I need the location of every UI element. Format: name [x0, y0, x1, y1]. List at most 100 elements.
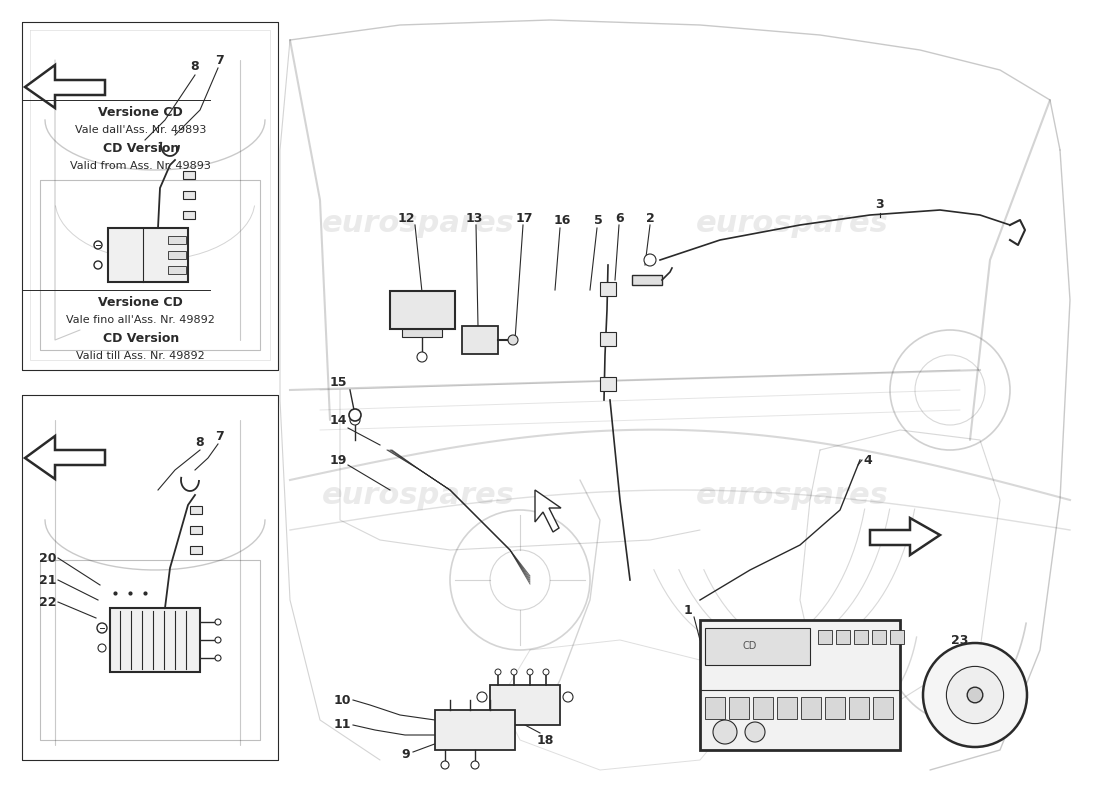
Text: Versione CD: Versione CD: [98, 106, 184, 119]
Polygon shape: [870, 518, 940, 555]
Text: 6: 6: [616, 211, 625, 225]
Bar: [402, 329, 442, 337]
Circle shape: [97, 623, 107, 633]
Bar: [890, 630, 904, 644]
Text: eurospares: eurospares: [695, 210, 889, 238]
Text: 10: 10: [333, 694, 351, 706]
Text: Valid till Ass. Nr. 49892: Valid till Ass. Nr. 49892: [76, 351, 206, 361]
Circle shape: [713, 720, 737, 744]
Circle shape: [477, 692, 487, 702]
Bar: [600, 282, 616, 296]
Circle shape: [923, 643, 1027, 747]
Circle shape: [527, 669, 534, 675]
Text: 4: 4: [864, 454, 872, 466]
Circle shape: [349, 409, 361, 421]
Bar: [854, 630, 868, 644]
Bar: [490, 685, 560, 725]
Circle shape: [508, 335, 518, 345]
Bar: [434, 710, 515, 750]
Polygon shape: [25, 65, 104, 108]
Bar: [801, 697, 821, 719]
Bar: [183, 191, 195, 199]
Text: 3: 3: [876, 198, 884, 211]
Text: 11: 11: [333, 718, 351, 731]
Text: 7: 7: [216, 54, 224, 66]
Text: 12: 12: [397, 211, 415, 225]
Circle shape: [946, 666, 1003, 723]
Circle shape: [543, 669, 549, 675]
Bar: [632, 275, 662, 285]
Text: 22: 22: [40, 595, 57, 609]
Text: 8: 8: [196, 435, 205, 449]
Bar: [183, 171, 195, 179]
Bar: [190, 506, 202, 514]
Circle shape: [214, 637, 221, 643]
Bar: [818, 630, 832, 644]
Bar: [754, 697, 773, 719]
Text: CD Version: CD Version: [102, 331, 179, 345]
Text: eurospares: eurospares: [695, 482, 889, 510]
Text: 21: 21: [40, 574, 57, 586]
Bar: [168, 266, 186, 274]
Bar: [872, 630, 886, 644]
Text: 1: 1: [683, 603, 692, 617]
Text: 20: 20: [40, 551, 57, 565]
Bar: [825, 697, 845, 719]
Text: 8: 8: [190, 61, 199, 74]
Bar: [729, 697, 749, 719]
Text: Vale dall'Ass. Nr. 49893: Vale dall'Ass. Nr. 49893: [75, 126, 207, 135]
Bar: [390, 291, 455, 329]
Text: Valid from Ass. Nr. 49893: Valid from Ass. Nr. 49893: [70, 162, 211, 171]
Bar: [462, 326, 498, 354]
Polygon shape: [535, 490, 561, 532]
Text: 5: 5: [594, 214, 603, 226]
Text: 14: 14: [329, 414, 346, 426]
Circle shape: [417, 352, 427, 362]
Polygon shape: [25, 436, 104, 479]
Bar: [190, 546, 202, 554]
Circle shape: [471, 761, 478, 769]
Text: 7: 7: [216, 430, 224, 442]
Bar: [168, 251, 186, 259]
Text: CD: CD: [742, 641, 757, 651]
Text: 23: 23: [952, 634, 969, 646]
Circle shape: [441, 761, 449, 769]
Bar: [777, 697, 797, 719]
Circle shape: [644, 254, 656, 266]
Circle shape: [745, 722, 764, 742]
Text: 2: 2: [646, 211, 654, 225]
Text: 13: 13: [465, 211, 483, 225]
Bar: [168, 236, 186, 244]
Polygon shape: [705, 628, 810, 665]
Polygon shape: [108, 228, 188, 282]
Polygon shape: [700, 620, 900, 750]
Text: 19: 19: [329, 454, 346, 466]
Bar: [190, 526, 202, 534]
Text: 9: 9: [402, 749, 410, 762]
Text: Versione CD: Versione CD: [98, 295, 184, 309]
Circle shape: [214, 655, 221, 661]
Text: eurospares: eurospares: [321, 210, 515, 238]
Bar: [705, 697, 725, 719]
Text: 18: 18: [537, 734, 553, 746]
Bar: [600, 332, 616, 346]
Circle shape: [967, 687, 982, 702]
Text: 17: 17: [515, 211, 532, 225]
Circle shape: [94, 261, 102, 269]
Text: Vale fino all'Ass. Nr. 49892: Vale fino all'Ass. Nr. 49892: [66, 315, 216, 325]
Bar: [600, 377, 616, 391]
Text: 15: 15: [329, 375, 346, 389]
Bar: [873, 697, 893, 719]
Circle shape: [98, 644, 106, 652]
Circle shape: [350, 415, 360, 425]
Bar: [183, 211, 195, 219]
Polygon shape: [110, 608, 200, 672]
Text: 16: 16: [553, 214, 571, 226]
Circle shape: [495, 669, 500, 675]
Bar: [836, 630, 850, 644]
Circle shape: [512, 669, 517, 675]
Text: CD Version: CD Version: [102, 142, 179, 155]
Circle shape: [214, 619, 221, 625]
Text: eurospares: eurospares: [321, 482, 515, 510]
Circle shape: [563, 692, 573, 702]
